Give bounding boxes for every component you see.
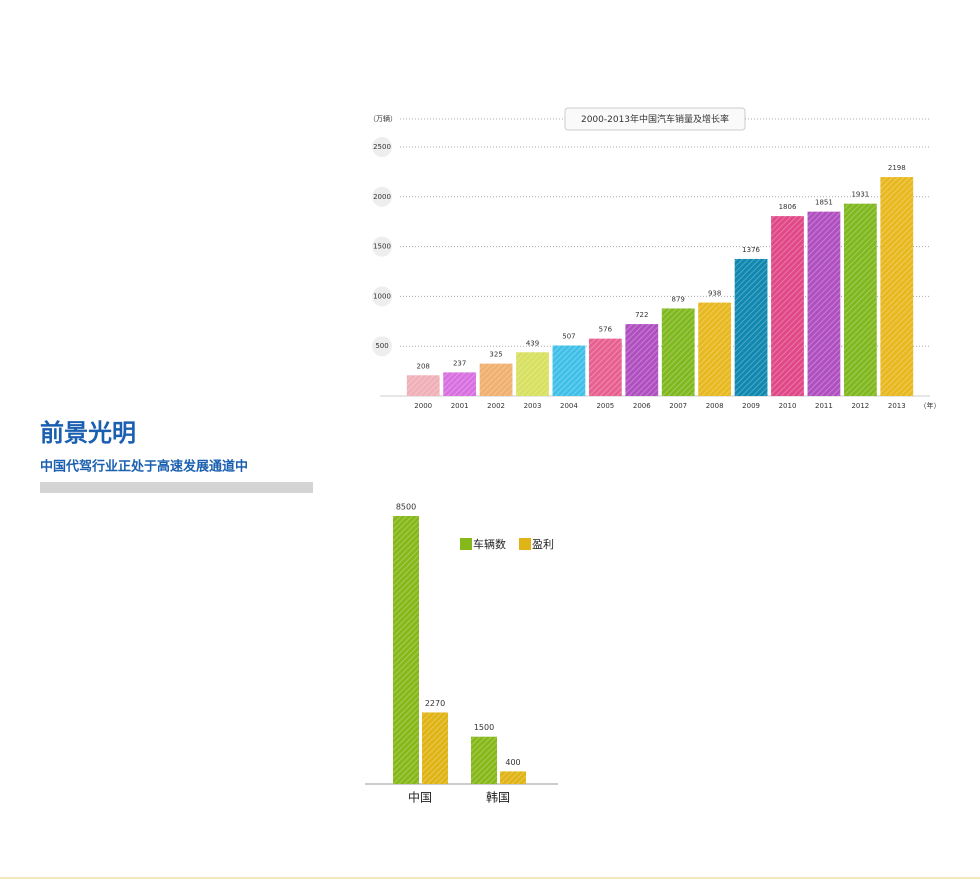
bar-hatch bbox=[843, 203, 877, 396]
chart-title: 2000-2013年中国汽车销量及增长率 bbox=[581, 113, 729, 125]
x-tick-label: 2007 bbox=[669, 402, 687, 410]
tick-badge bbox=[372, 186, 392, 207]
bar-hatch bbox=[698, 302, 732, 396]
x-tick-label: 2001 bbox=[451, 402, 469, 410]
y-tick-label: 500 bbox=[375, 342, 388, 350]
x-tick-label: 2003 bbox=[524, 402, 542, 410]
value-label: 879 bbox=[672, 295, 685, 303]
x-tick-label: 2004 bbox=[560, 402, 578, 410]
bar-hatch bbox=[516, 352, 549, 396]
tick-badge bbox=[372, 137, 392, 157]
value-label: 439 bbox=[526, 339, 539, 347]
x-axis-label: （年） bbox=[920, 401, 941, 410]
y-axis-label: （万辆） bbox=[369, 114, 397, 123]
bar-hatch bbox=[661, 308, 695, 396]
y-tick-label: 2500 bbox=[373, 143, 391, 151]
bar-hatch bbox=[734, 258, 768, 396]
bar-hatch bbox=[588, 338, 622, 396]
value-label: 1376 bbox=[742, 246, 760, 254]
x-tick-label: 2013 bbox=[888, 402, 906, 410]
bar-hatch bbox=[625, 324, 659, 396]
x-tick-label: 2000 bbox=[414, 402, 432, 410]
value-label: 507 bbox=[562, 333, 575, 341]
bar-hatch bbox=[443, 372, 477, 396]
y-tick-label: 1000 bbox=[373, 292, 391, 300]
y-tick-label: 1500 bbox=[373, 243, 391, 251]
x-tick-label: 中国 bbox=[408, 790, 432, 805]
section-subtitle: 中国代驾行业正处于高速发展通道中 bbox=[40, 459, 248, 475]
legend-swatch bbox=[519, 538, 531, 550]
bar-hatch bbox=[471, 736, 497, 784]
tick-badge bbox=[372, 236, 392, 257]
value-label: 208 bbox=[417, 362, 430, 370]
y-tick-label: 2000 bbox=[373, 193, 391, 201]
bar-hatch bbox=[552, 345, 586, 396]
bar-hatch bbox=[422, 712, 448, 784]
divider bbox=[40, 482, 313, 493]
value-label: 1931 bbox=[851, 191, 869, 199]
x-tick-label: 2006 bbox=[633, 402, 651, 410]
tick-badge bbox=[372, 286, 392, 307]
x-tick-label: 韩国 bbox=[486, 790, 510, 805]
x-tick-label: 2005 bbox=[596, 402, 614, 410]
bar-hatch bbox=[880, 177, 914, 396]
x-tick-label: 2011 bbox=[815, 402, 833, 410]
value-label: 722 bbox=[635, 311, 648, 319]
x-tick-label: 2009 bbox=[742, 402, 760, 410]
value-label: 576 bbox=[599, 326, 613, 334]
x-tick-label: 2010 bbox=[779, 402, 797, 410]
value-label: 2198 bbox=[888, 164, 906, 172]
value-label: 1500 bbox=[474, 723, 494, 732]
bar-hatch bbox=[406, 375, 440, 396]
tick-badge bbox=[372, 336, 392, 357]
value-label: 2270 bbox=[425, 699, 445, 708]
bar-hatch bbox=[479, 363, 513, 396]
value-label: 325 bbox=[489, 351, 502, 359]
value-label: 1851 bbox=[815, 199, 833, 207]
x-tick-label: 2012 bbox=[851, 402, 869, 410]
value-label: 938 bbox=[708, 290, 721, 298]
value-label: 237 bbox=[453, 359, 466, 367]
x-tick-label: 2008 bbox=[706, 402, 724, 410]
legend-label: 盈利 bbox=[532, 538, 554, 551]
x-tick-label: 2002 bbox=[487, 402, 505, 410]
value-label: 8500 bbox=[396, 503, 416, 512]
value-label: 400 bbox=[505, 758, 520, 767]
bar-hatch bbox=[393, 516, 419, 784]
value-label: 1806 bbox=[779, 203, 797, 211]
bar-hatch bbox=[771, 216, 804, 396]
legend-label: 车辆数 bbox=[473, 537, 506, 551]
section-title: 前景光明 bbox=[40, 419, 136, 447]
bar-hatch bbox=[807, 211, 841, 396]
bar-hatch bbox=[500, 771, 526, 784]
legend-swatch bbox=[460, 538, 472, 550]
